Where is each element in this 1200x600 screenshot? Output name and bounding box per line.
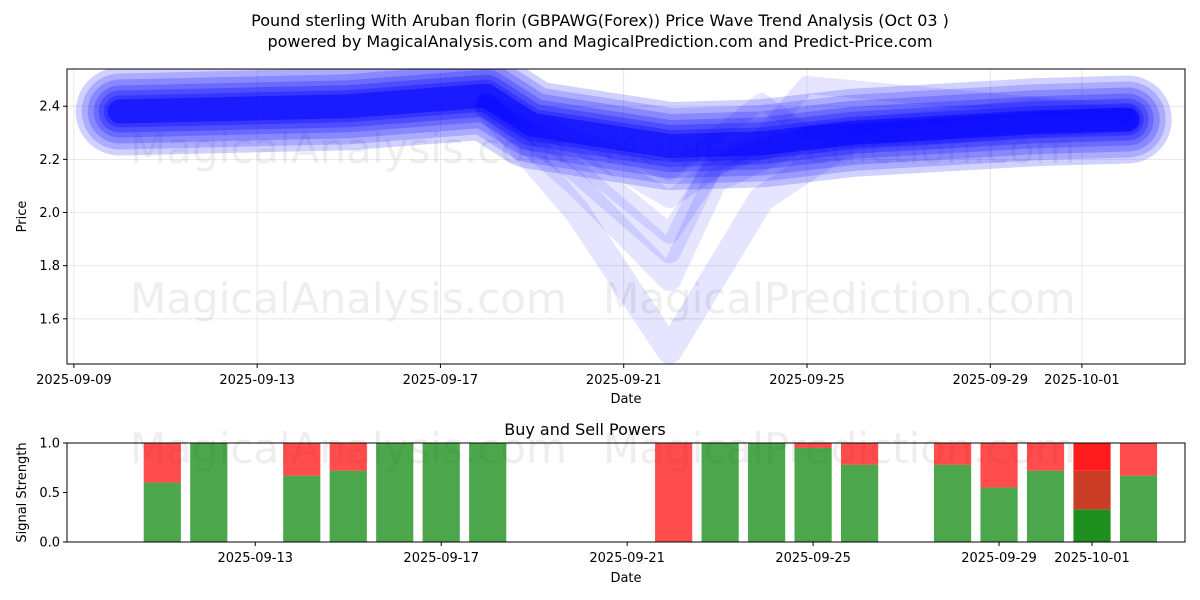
sell-power-bar xyxy=(1026,443,1065,471)
sell-power-bar xyxy=(980,443,1018,488)
sell-power-bar xyxy=(329,443,367,471)
buy-power-bar xyxy=(329,470,367,542)
x-tick-label: 2025-09-29 xyxy=(961,551,1037,566)
sell-power-bar xyxy=(794,443,832,448)
buy-power-bar xyxy=(701,443,739,542)
x-tick-label: 2025-09-17 xyxy=(403,551,479,566)
sell-power-bar xyxy=(1119,443,1158,476)
y-tick-label: 2.0 xyxy=(39,206,60,221)
x-tick-label: 2025-09-25 xyxy=(769,373,845,388)
panel-title: Buy and Sell Powers xyxy=(504,420,666,439)
buy-power-bar xyxy=(1119,475,1158,542)
sell-power-bar xyxy=(841,443,879,465)
chart-title: Pound sterling With Aruban florin (GBPAW… xyxy=(251,11,949,30)
y-tick-label: 1.6 xyxy=(39,312,60,327)
x-tick-label: 2025-10-01 xyxy=(1044,373,1120,388)
x-tick-label: 2025-09-13 xyxy=(217,551,293,566)
sell-power-bar xyxy=(933,443,972,465)
x-tick-label: 2025-09-21 xyxy=(589,551,665,566)
signal-bar-segment xyxy=(1073,443,1111,471)
wave-group xyxy=(75,69,1172,364)
y-tick-label: 0.5 xyxy=(39,486,60,501)
sell-power-bar xyxy=(143,443,181,483)
buy-power-bar xyxy=(143,482,181,542)
price-wave-panel: MagicalAnalysis.com MagicalPrediction.com… xyxy=(15,68,1186,407)
x-tick-label: 2025-09-21 xyxy=(586,373,662,388)
buy-power-bar xyxy=(933,464,972,542)
x-tick-label: 2025-10-01 xyxy=(1054,551,1130,566)
plot-frame xyxy=(66,68,1186,365)
buy-power-bar xyxy=(1026,470,1065,542)
sell-power-bar xyxy=(655,443,693,542)
signal-bar-segment xyxy=(1073,509,1111,542)
buy-power-bar xyxy=(980,487,1018,542)
x-axis-label: Date xyxy=(610,571,641,586)
signal-bar-segment xyxy=(1073,470,1111,510)
buy-power-bar xyxy=(422,443,460,542)
sell-power-bar xyxy=(283,443,321,476)
x-tick-label: 2025-09-25 xyxy=(775,551,851,566)
x-axis-label: Date xyxy=(610,392,641,407)
y-tick-label: 2.4 xyxy=(39,100,60,115)
buy-power-bar xyxy=(283,475,321,542)
x-tick-label: 2025-09-29 xyxy=(952,373,1028,388)
buy-power-bar xyxy=(841,464,879,542)
y-tick-label: 1.8 xyxy=(39,259,60,274)
y-axis-label: Price xyxy=(15,201,30,233)
buy-power-bar xyxy=(469,443,507,542)
y-tick-label: 0.0 xyxy=(39,536,60,551)
y-axis-label: Signal Strength xyxy=(15,442,30,542)
main-band xyxy=(107,83,1140,159)
buy-power-bar xyxy=(376,443,414,542)
chart-subtitle: powered by MagicalAnalysis.com and Magic… xyxy=(267,32,932,51)
watermark-text: MagicalPrediction.com xyxy=(603,274,1076,323)
y-tick-label: 1.0 xyxy=(39,437,60,452)
x-tick-label: 2025-09-17 xyxy=(403,373,479,388)
y-tick-label: 2.2 xyxy=(39,153,60,168)
buy-power-bar xyxy=(748,443,786,542)
watermark-text: MagicalAnalysis.com xyxy=(130,274,567,323)
x-tick-label: 2025-09-09 xyxy=(36,373,112,388)
signal-strength-panel: MagicalAnalysis.comMagicalPrediction.com… xyxy=(15,420,1186,586)
watermark-text: MagicalAnalysis.com xyxy=(130,124,567,173)
buy-power-bar xyxy=(794,447,832,542)
x-tick-label: 2025-09-13 xyxy=(219,373,295,388)
buy-power-bar xyxy=(190,443,228,542)
